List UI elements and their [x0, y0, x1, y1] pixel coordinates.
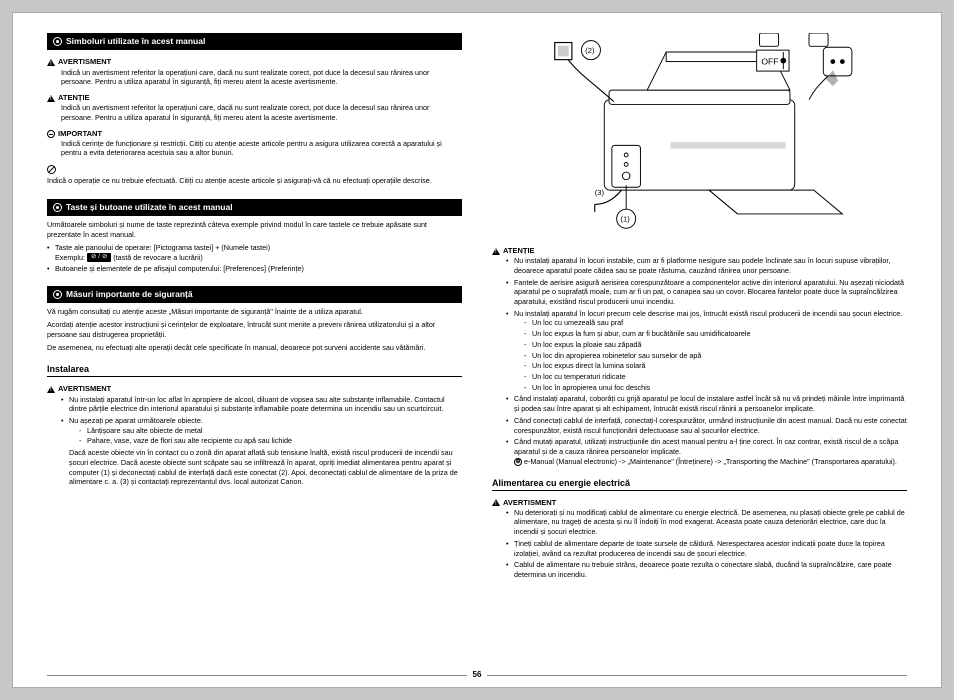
masuri-p1: Vă rugăm consultați cu atenție aceste „M… [47, 307, 462, 317]
masuri-p2: Acordați atenție acestor instrucțiuni și… [47, 320, 462, 339]
section-masuri: Măsuri importante de siguranță [47, 286, 462, 303]
warning-icon [47, 59, 55, 66]
section-title: Taste și butoane utilizate în acest manu… [66, 202, 233, 213]
pw-b1: Nu deteriorați și nu modificați cablul d… [506, 508, 907, 537]
right-column: OFF (2) (1) (3) (1) (3) [492, 33, 907, 673]
svg-text:(3): (3) [595, 188, 605, 197]
key-example-2: Butoanele și elementele de pe afișajul c… [47, 264, 462, 274]
r-b4: Când instalați aparatul, coborâți cu gri… [506, 394, 907, 413]
taste-intro: Următoarele simboluri și nume de taste r… [47, 220, 462, 239]
instalarea-heading: Instalarea [47, 363, 462, 377]
bullet-icon [53, 290, 62, 299]
left-column: Simboluri utilizate în acest manual AVER… [47, 33, 462, 673]
atentie-text: Indică un avertisment referitor la opera… [61, 103, 462, 122]
dash-item: Un loc cu umezeală sau praf [524, 318, 907, 328]
section-title: Măsuri importante de siguranță [66, 289, 193, 300]
dash-item: Un loc din apropierea robinetelor sau su… [524, 351, 907, 361]
off-label: OFF [761, 56, 778, 66]
avertisment-label: AVERTISMENT [492, 498, 907, 508]
atentie-label: ATENȚIE [492, 246, 907, 256]
section-simboluri: Simboluri utilizate în acest manual [47, 33, 462, 50]
install-tail: Dacă aceste obiecte vin în contact cu o … [69, 448, 462, 487]
r-b2: Fantele de aerisire asigură aerisirea co… [506, 278, 907, 307]
dash-item: Un loc expus la ploaie sau zăpadă [524, 340, 907, 350]
r-b6: Când mutați aparatul, utilizați instrucț… [506, 437, 907, 466]
important-label: IMPORTANT [47, 129, 462, 139]
warning-icon [47, 386, 55, 393]
important-icon [47, 130, 55, 138]
prohibit-icon [47, 165, 56, 174]
atentie-label: ATENȚIE [47, 93, 462, 103]
key-icon: ⊘ / ⊘ [87, 253, 111, 262]
dash-item: Un loc expus la fum și abur, cum ar fi b… [524, 329, 907, 339]
avertisment-text: Indică un avertisment referitor la opera… [61, 68, 462, 87]
alimentarea-heading: Alimentarea cu energie electrică [492, 477, 907, 491]
masuri-p3: De asemenea, nu efectuați alte operații … [47, 343, 462, 353]
key-example-1: Taste ale panoului de operare: [Pictogra… [47, 243, 462, 262]
dash-item: Lănțișoare sau alte obiecte de metal [79, 426, 462, 436]
svg-text:(2): (2) [585, 46, 595, 55]
warning-icon [47, 95, 55, 102]
section-taste: Taste și butoane utilizate în acest manu… [47, 199, 462, 216]
install-b2: Nu așezați pe aparat următoarele obiecte… [61, 416, 462, 487]
important-text: Indică cerințe de funcționare și restric… [61, 139, 462, 158]
r-b5: Când conectați cablul de interfață, cone… [506, 416, 907, 435]
dash-item: Un loc cu temperaturi ridicate [524, 372, 907, 382]
svg-text:(1): (1) [620, 215, 630, 224]
r-b1: Nu instalați aparatul în locuri instabil… [506, 256, 907, 275]
warning-icon [492, 248, 500, 255]
dash-item: Un loc expus direct la lumina solară [524, 361, 907, 371]
avertisment-label: AVERTISMENT [47, 384, 462, 394]
install-b1: Nu instalați aparatul într-un loc aflat … [61, 395, 462, 414]
info-icon: ⊕ [514, 458, 522, 466]
avertisment-label: AVERTISMENT [47, 57, 462, 67]
prohibit-text: Indică o operație ce nu trebuie efectuat… [47, 176, 462, 186]
printer-illustration: OFF (2) (1) (3) (1) (3) [492, 33, 907, 233]
manual-page: Simboluri utilizate în acest manual AVER… [12, 12, 942, 688]
dash-item: Un loc în apropierea unui foc deschis [524, 383, 907, 393]
dash-item: Pahare, vase, vaze de flori sau alte rec… [79, 436, 462, 446]
bullet-icon [53, 37, 62, 46]
bullet-icon [53, 203, 62, 212]
r-b3: Nu instalați aparatul în locuri precum c… [506, 309, 907, 393]
section-title: Simboluri utilizate în acest manual [66, 36, 205, 47]
pw-b3: Cablul de alimentare nu trebuie strâns, … [506, 560, 907, 579]
warning-icon [492, 499, 500, 506]
pw-b2: Țineți cablul de alimentare departe de t… [506, 539, 907, 558]
